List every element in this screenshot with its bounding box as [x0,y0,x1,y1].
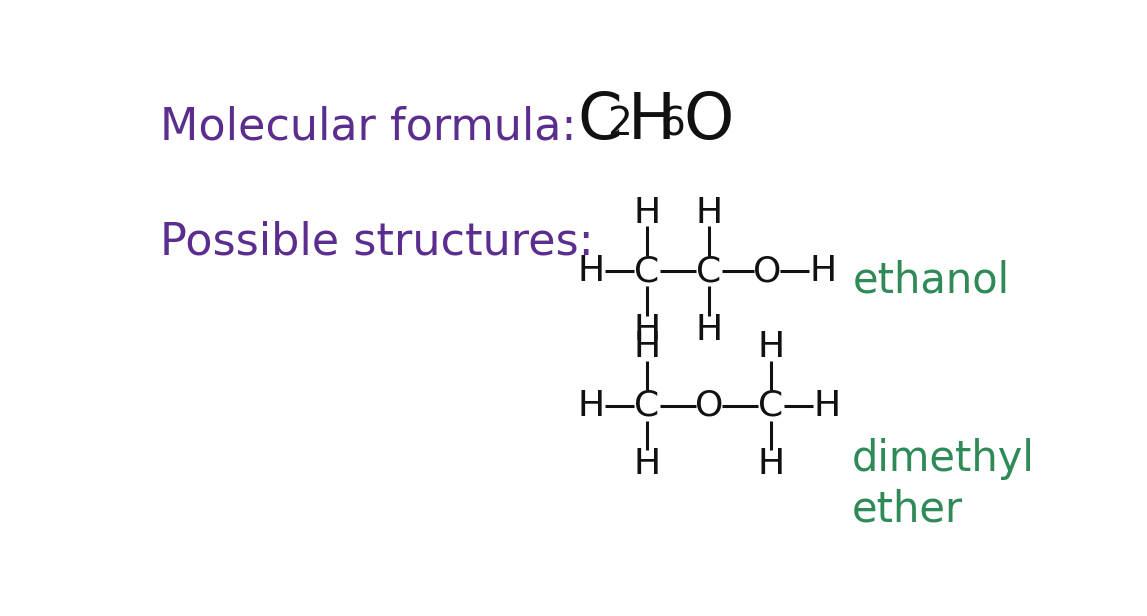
Text: H: H [577,254,604,288]
Text: H: H [757,330,785,364]
Text: H: H [757,447,785,481]
Text: H: H [627,90,676,152]
Text: C: C [634,254,660,288]
Text: H: H [813,389,841,423]
Text: C: C [758,389,783,423]
Text: Molecular formula:: Molecular formula: [161,105,577,148]
Text: H: H [633,312,661,347]
Text: 2: 2 [607,105,632,144]
Text: H: H [633,195,661,230]
Text: dimethyl
ether: dimethyl ether [852,438,1035,530]
Text: O: O [754,254,781,288]
Text: C: C [577,90,622,152]
Text: H: H [633,330,661,364]
Text: O: O [695,389,724,423]
Text: C: C [696,254,721,288]
Text: ethanol: ethanol [853,259,1011,301]
Text: Possible structures:: Possible structures: [161,221,594,264]
Text: 6: 6 [661,105,685,144]
Text: O: O [684,90,734,152]
Text: H: H [577,389,604,423]
Text: H: H [695,195,723,230]
Text: H: H [695,312,723,347]
Text: H: H [633,447,661,481]
Text: H: H [810,254,837,288]
Text: C: C [634,389,660,423]
